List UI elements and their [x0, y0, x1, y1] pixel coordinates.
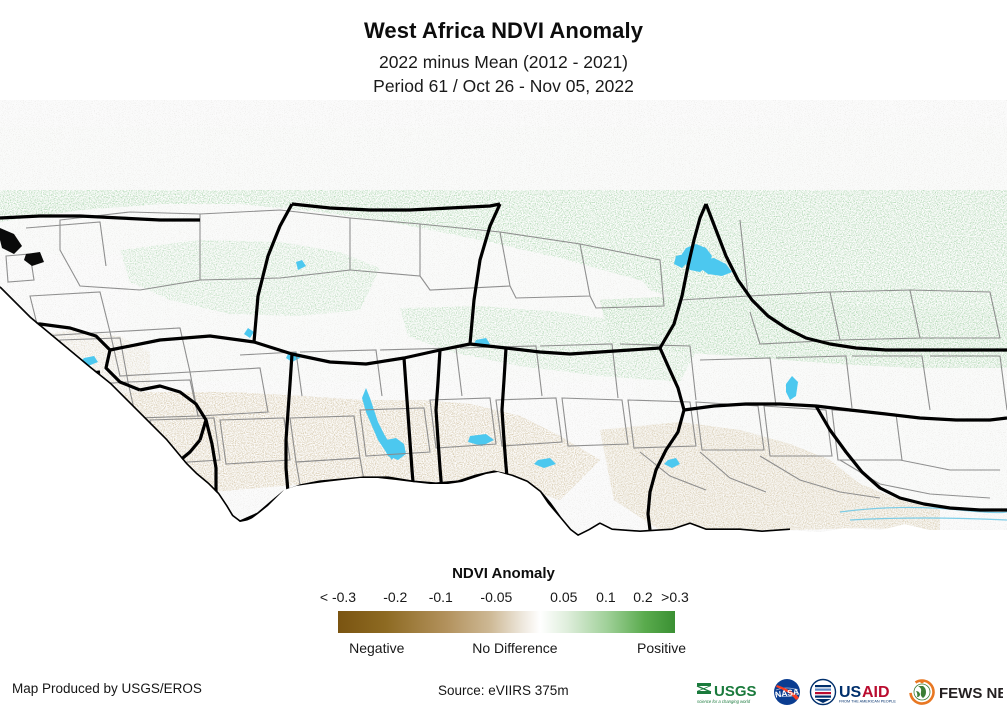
country-boundaries — [0, 202, 1007, 536]
legend-color-ramp — [338, 611, 675, 633]
legend-tick-4: 0.05 — [550, 589, 578, 605]
map-legend: NDVI Anomaly < -0.3 -0.2 -0.1 -0.05 0.05 0.1 0… — [0, 560, 1007, 665]
legend-category-0: Negative — [349, 640, 405, 656]
partner-logo-row: USGS science for a changing world NASA U… — [695, 674, 1003, 710]
legend-category-2: Positive — [637, 640, 687, 656]
svg-text:NASA: NASA — [774, 686, 799, 699]
legend-tick-7: >0.3 — [661, 589, 689, 605]
svg-text:science for a changing world: science for a changing world — [697, 699, 751, 704]
map-canvas[interactable] — [0, 100, 1007, 540]
west-africa-ndvi-anomaly-map[interactable] — [0, 100, 1007, 540]
fewsnet-logo[interactable]: FEWS NET — [908, 677, 1003, 707]
legend-tick-0: < -0.3 — [319, 589, 357, 605]
svg-text:FROM THE AMERICAN PEOPLE: FROM THE AMERICAN PEOPLE — [839, 700, 896, 704]
page-title: West Africa NDVI Anomaly — [363, 18, 644, 43]
legend-tick-6: 0.2 — [633, 589, 653, 605]
map-subtitle-baseline: 2022 minus Mean (2012 - 2021) — [378, 52, 629, 72]
map-header: West Africa NDVI Anomaly 2022 minus Mean… — [0, 0, 1007, 100]
usgs-logo[interactable]: USGS science for a changing world — [695, 677, 765, 707]
usaid-logo[interactable]: US AID FROM THE AMERICAN PEOPLE — [809, 677, 901, 707]
legend-tick-1: -0.2 — [383, 589, 408, 605]
legend-category-1: No Difference — [472, 640, 558, 656]
legend-title: NDVI Anomaly — [452, 565, 555, 582]
legend-tick-labels: < -0.3 -0.2 -0.1 -0.05 0.05 0.1 0.2 >0.3 — [0, 589, 1007, 607]
map-land-raster — [0, 100, 1007, 536]
svg-text:USGS: USGS — [714, 683, 757, 700]
legend-tick-3: -0.05 — [480, 589, 513, 605]
positive-anomaly-sahel-core — [120, 240, 1007, 382]
producer-credit: Map Produced by USGS/EROS — [12, 681, 202, 696]
data-source-text: Source: eVIIRS 375m — [438, 683, 569, 698]
legend-tick-2: -0.1 — [428, 589, 453, 605]
svg-text:US: US — [839, 684, 862, 701]
map-subtitle-period: Period 61 / Oct 26 - Nov 05, 2022 — [373, 75, 634, 96]
legend-category-labels: Negative No Difference Positive — [0, 640, 1007, 658]
nasa-logo[interactable]: NASA — [772, 677, 802, 707]
legend-tick-5: 0.1 — [596, 589, 616, 605]
map-footer: Map Produced by USGS/EROS Source: eVIIRS… — [0, 665, 1007, 715]
svg-text:AID: AID — [862, 684, 890, 701]
svg-text:FEWS NET: FEWS NET — [939, 685, 1003, 702]
